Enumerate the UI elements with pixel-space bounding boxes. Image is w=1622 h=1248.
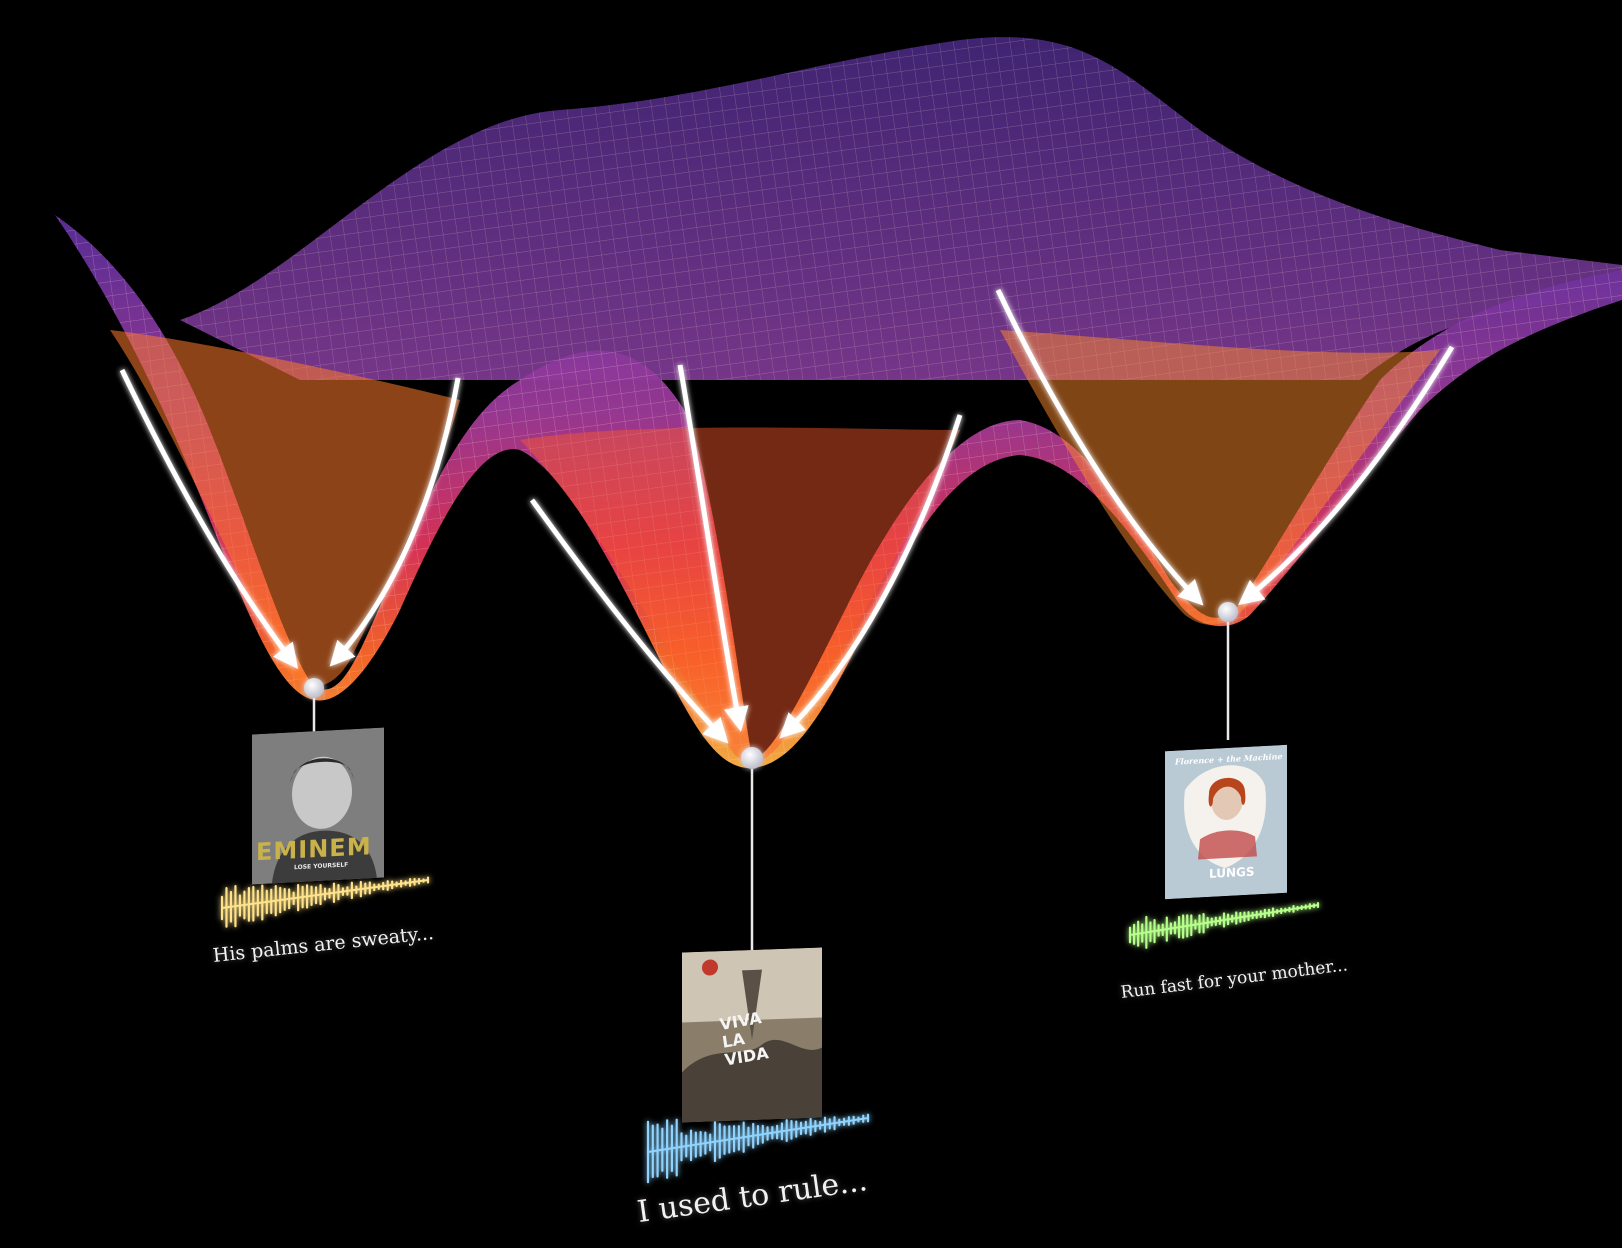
arrow-center-3: [779, 414, 963, 739]
album-cover-center: VIVA LA VIDA: [682, 947, 822, 1123]
well-left: [110, 330, 460, 687]
well-right: [1000, 330, 1440, 625]
minimum-ball-center: [741, 747, 763, 769]
album-title-right: LUNGS: [1209, 864, 1255, 881]
well-center: [520, 427, 960, 763]
arrow-left-1: [119, 368, 299, 669]
album-cover-left: EMINEM LOSE YOURSELF: [252, 727, 384, 885]
waveform-center: [646, 1113, 870, 1184]
arrow-right-2: [1238, 345, 1455, 606]
minimum-ball-left: [304, 678, 324, 698]
arrow-center-1: [529, 498, 729, 744]
waveform-right: [1128, 901, 1320, 949]
album-cover-right: Florence + the Machine LUNGS: [1165, 744, 1287, 900]
arrow-right-1: [995, 288, 1204, 606]
arrow-left-2: [329, 377, 461, 667]
descent-arrows: [119, 288, 1455, 744]
arrow-center-2: [677, 364, 749, 732]
minimum-ball-right: [1218, 602, 1238, 622]
waveform-left: [220, 876, 430, 928]
